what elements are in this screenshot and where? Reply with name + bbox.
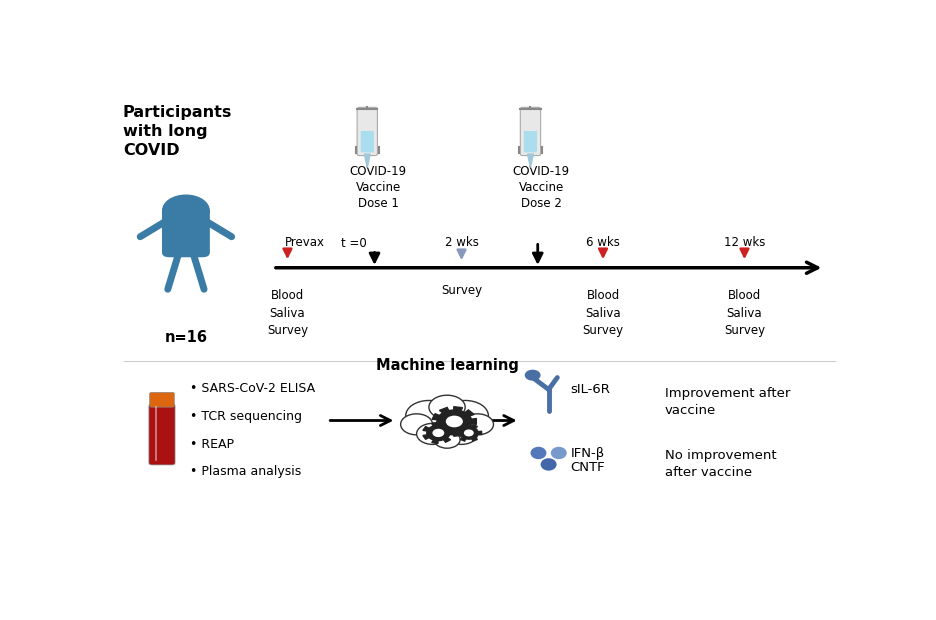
Text: • TCR sequencing: • TCR sequencing [190,410,301,423]
Polygon shape [432,423,440,429]
FancyBboxPatch shape [358,107,377,156]
Circle shape [464,430,473,436]
Polygon shape [528,154,534,167]
FancyBboxPatch shape [360,131,373,153]
Text: 2 wks: 2 wks [445,236,478,249]
Polygon shape [444,423,450,428]
Text: Machine learning: Machine learning [375,358,519,373]
Text: Blood
Saliva
Survey: Blood Saliva Survey [724,289,765,337]
Text: Prevax: Prevax [285,236,326,249]
Circle shape [427,425,450,441]
FancyBboxPatch shape [150,392,174,407]
Circle shape [446,423,477,445]
Polygon shape [423,427,429,431]
Circle shape [434,431,461,448]
Polygon shape [431,422,438,426]
Text: n=16: n=16 [165,330,208,345]
Polygon shape [465,427,474,433]
Polygon shape [449,431,454,435]
FancyBboxPatch shape [162,206,210,257]
Polygon shape [364,154,370,167]
Ellipse shape [541,458,557,471]
Text: Improvement after
vaccine: Improvement after vaccine [665,387,790,417]
Polygon shape [454,407,462,411]
Polygon shape [439,407,448,413]
Polygon shape [444,438,450,442]
Text: No improvement
after vaccine: No improvement after vaccine [665,449,776,479]
Text: • REAP: • REAP [190,438,234,451]
Text: • SARS-CoV-2 ELISA: • SARS-CoV-2 ELISA [190,383,314,396]
Polygon shape [472,425,477,428]
Polygon shape [432,414,440,420]
Text: COVID-19
Vaccine
Dose 2: COVID-19 Vaccine Dose 2 [513,165,570,210]
Text: t =0: t =0 [342,237,367,250]
Text: CNTF: CNTF [570,461,605,474]
Polygon shape [465,410,474,416]
Circle shape [460,427,478,439]
Circle shape [417,423,448,445]
Circle shape [163,195,209,226]
Circle shape [433,430,444,436]
Polygon shape [478,432,482,435]
Polygon shape [423,435,429,440]
Text: sIL-6R: sIL-6R [570,383,610,396]
FancyBboxPatch shape [520,107,541,156]
Text: Participants
with long
COVID: Participants with long COVID [123,105,232,157]
Text: Blood
Saliva
Survey: Blood Saliva Survey [582,289,623,337]
Text: Blood
Saliva
Survey: Blood Saliva Survey [267,289,308,337]
Text: IFN-β: IFN-β [570,448,605,461]
Text: • Plasma analysis: • Plasma analysis [190,466,300,479]
Circle shape [405,401,452,431]
Text: COVID-19
Vaccine
Dose 1: COVID-19 Vaccine Dose 1 [349,165,407,210]
Polygon shape [456,432,460,435]
FancyBboxPatch shape [524,131,537,153]
Circle shape [442,401,489,431]
Polygon shape [431,440,438,443]
Text: Survey: Survey [441,285,482,298]
Polygon shape [454,432,462,436]
Circle shape [437,410,472,433]
Polygon shape [461,438,466,441]
Text: 6 wks: 6 wks [586,236,620,249]
Ellipse shape [550,447,567,459]
Polygon shape [439,430,448,435]
Text: 12 wks: 12 wks [724,236,765,249]
Polygon shape [472,418,476,425]
Circle shape [429,395,465,419]
FancyBboxPatch shape [149,404,175,465]
Ellipse shape [531,447,547,459]
Circle shape [446,416,462,427]
Polygon shape [472,438,477,441]
Circle shape [461,414,493,435]
Circle shape [401,414,432,435]
Polygon shape [461,425,466,428]
Circle shape [525,370,540,380]
